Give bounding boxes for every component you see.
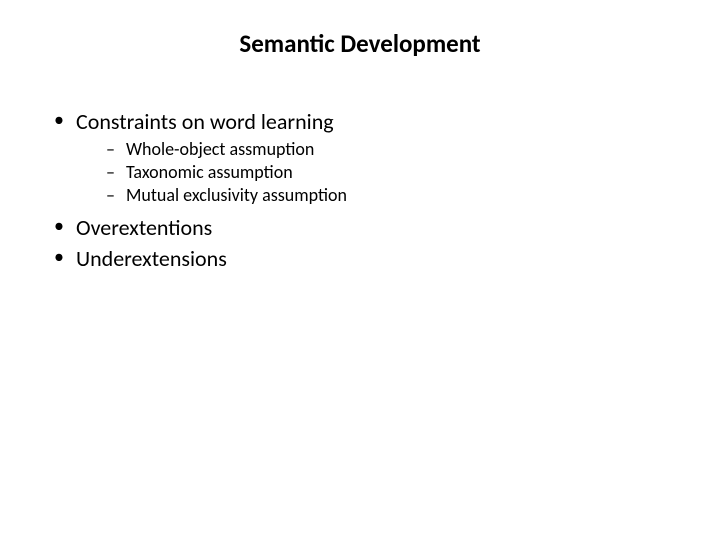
slide-body: Constraints on word learning Whole-objec… — [48, 108, 672, 277]
bullet-list-level2: Whole-object assmuption Taxonomic assump… — [76, 138, 672, 208]
slide-title: Semantic Development — [0, 28, 720, 59]
list-item: Underextensions — [48, 245, 672, 273]
bullet-label: Whole-object assmuption — [126, 138, 314, 160]
list-item: Constraints on word learning Whole-objec… — [48, 108, 672, 208]
bullet-label: Mutual exclusivity assumption — [126, 184, 347, 206]
bullet-label: Taxonomic assumption — [126, 161, 293, 183]
list-item: Mutual exclusivity assumption — [104, 184, 672, 207]
list-item: Taxonomic assumption — [104, 161, 672, 184]
list-item: Overextentions — [48, 214, 672, 242]
bullet-list-level1: Constraints on word learning Whole-objec… — [48, 108, 672, 273]
bullet-label: Overextentions — [76, 214, 212, 241]
list-item: Whole-object assmuption — [104, 138, 672, 161]
bullet-label: Constraints on word learning — [76, 108, 334, 135]
bullet-label: Underextensions — [76, 245, 227, 272]
slide: Semantic Development Constraints on word… — [0, 0, 720, 540]
